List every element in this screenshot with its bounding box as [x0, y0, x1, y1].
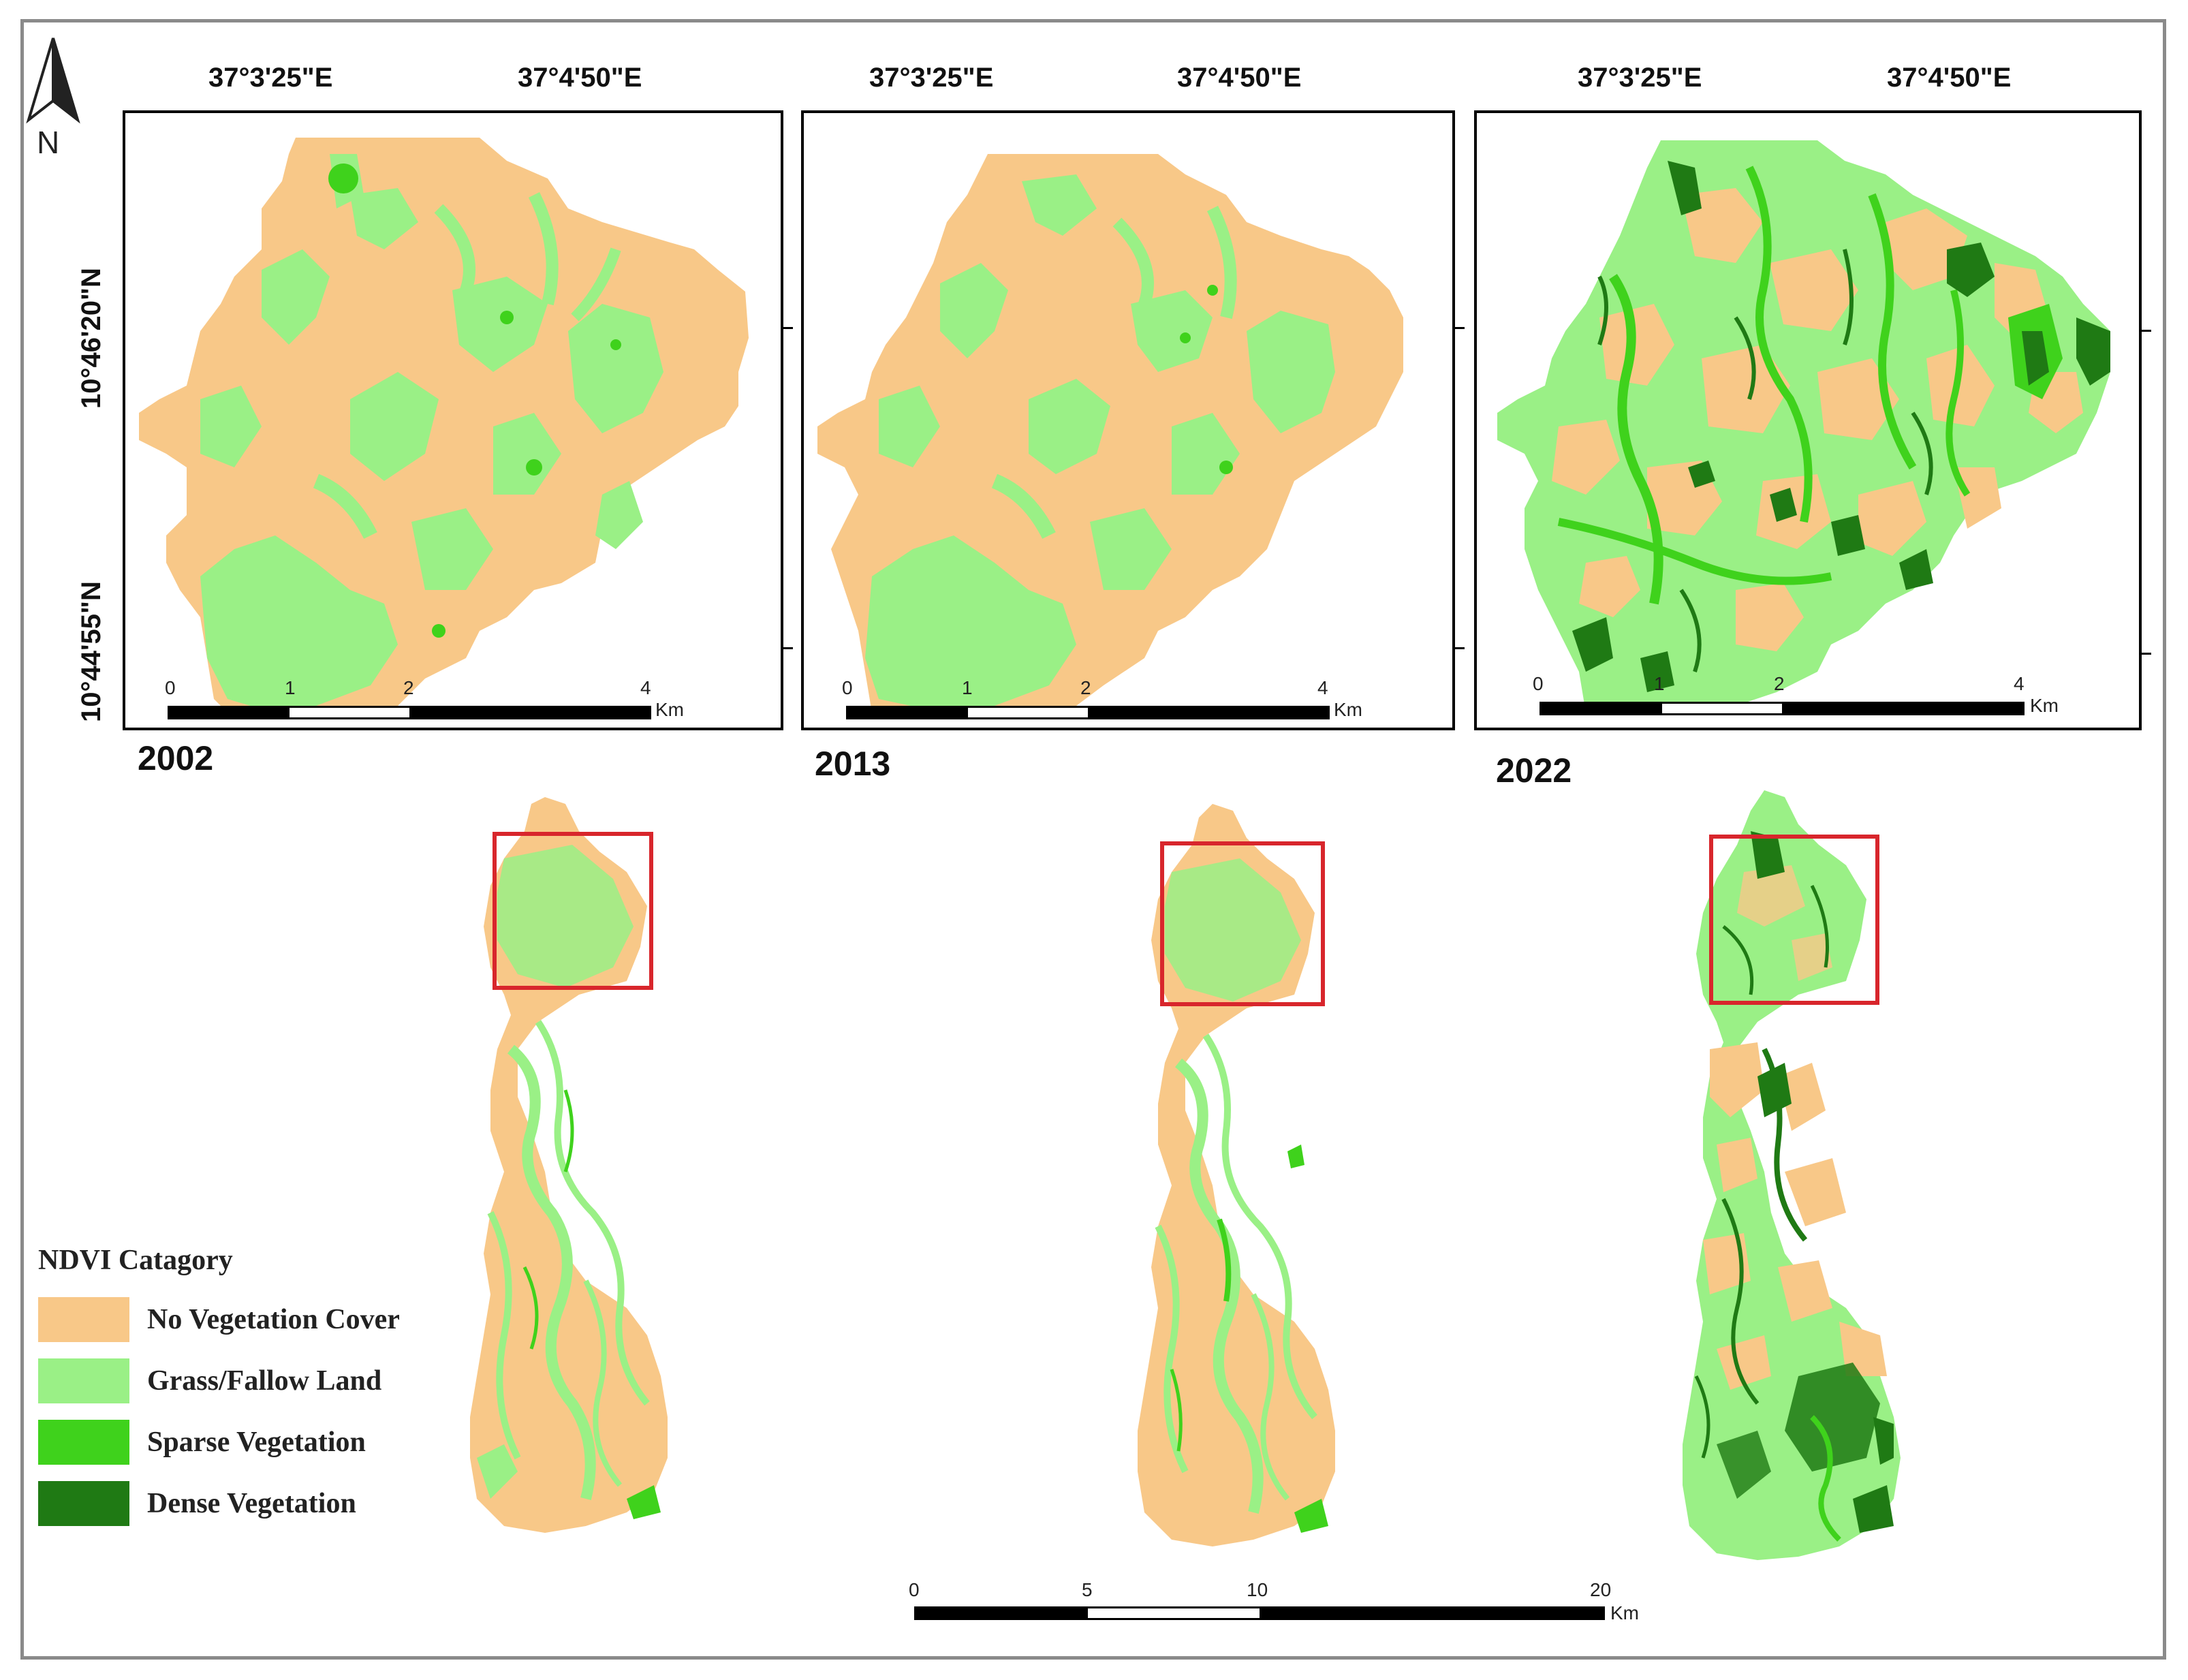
scale-unit: Km: [2030, 695, 2059, 716]
scale-unit: Km: [1334, 699, 1362, 720]
lat-label: 10°46'20"N: [76, 268, 106, 409]
scale-label: 5: [1082, 1579, 1093, 1600]
lon-label: 37°3'25"E: [869, 63, 994, 93]
scale-bar: [846, 706, 1330, 719]
inset-map-2013: [801, 110, 1465, 730]
inset-tick: [781, 327, 793, 329]
scale-label: 1: [962, 677, 973, 698]
scale-label: 0: [165, 677, 176, 698]
scale-label: 2: [403, 677, 414, 698]
scale-label: 2: [1774, 673, 1785, 694]
lon-label: 37°3'25"E: [208, 63, 333, 93]
scale-label: 4: [1317, 677, 1328, 698]
scale-bar: [168, 706, 651, 719]
legend-item: Dense Vegetation: [38, 1481, 356, 1526]
scale-label: 1: [285, 677, 296, 698]
scale-unit: Km: [655, 699, 684, 720]
legend-swatch: [38, 1297, 129, 1342]
inset-map-2022-drawing: [1497, 140, 2110, 713]
inset-tick: [1452, 327, 1465, 329]
inset-tick: [2139, 653, 2151, 655]
scale-label: 2: [1080, 677, 1091, 698]
inset-tick: [1452, 647, 1465, 649]
inset-year-label: 2002: [138, 739, 214, 777]
inset-map-2002: [123, 110, 793, 730]
watershed-map-2002: [470, 797, 668, 1533]
scale-bar: [914, 1606, 1605, 1620]
legend-swatch: [38, 1481, 129, 1526]
lon-label: 37°4'50"E: [1177, 63, 1302, 93]
scale-label: 20: [1590, 1579, 1612, 1600]
lat-label: 10°44'55"N: [76, 581, 106, 722]
legend-label: Grass/Fallow Land: [147, 1365, 382, 1397]
scale-label: 10: [1247, 1579, 1268, 1600]
inset-map-2013-drawing: [817, 154, 1403, 713]
legend-item: No Vegetation Cover: [38, 1297, 400, 1342]
watershed-map-2022: [1683, 790, 1901, 1560]
legend-item: Grass/Fallow Land: [38, 1358, 381, 1403]
inset-map-2002-drawing: [139, 138, 749, 713]
inset-year-label: 2022: [1496, 751, 1572, 790]
scale-label: 0: [909, 1579, 920, 1600]
north-arrow-icon: [26, 37, 80, 124]
inset-tick: [2139, 330, 2151, 332]
inset-map-2022: [1474, 110, 2151, 730]
scale-label: 0: [842, 677, 853, 698]
scale-unit: Km: [1610, 1602, 1639, 1623]
scale-label: 4: [640, 677, 651, 698]
legend-label: No Vegetation Cover: [147, 1304, 400, 1335]
scale-bar: [1540, 702, 2025, 715]
legend-swatch: [38, 1420, 129, 1465]
scale-label: 1: [1654, 673, 1665, 694]
legend-label: Dense Vegetation: [147, 1488, 356, 1519]
inset-year-label: 2013: [815, 745, 891, 783]
legend-title: NDVI Catagory: [38, 1245, 233, 1276]
lon-label: 37°4'50"E: [518, 63, 642, 93]
legend-item: Sparse Vegetation: [38, 1420, 366, 1465]
map-frame: [20, 19, 2166, 1660]
lon-label: 37°4'50"E: [1887, 63, 2012, 93]
watershed-map-2013: [1138, 804, 1335, 1546]
lon-label: 37°3'25"E: [1578, 63, 1702, 93]
scale-label: 0: [1533, 673, 1544, 694]
legend-label: Sparse Vegetation: [147, 1427, 366, 1458]
scale-label: 4: [2014, 673, 2025, 694]
legend-swatch: [38, 1358, 129, 1403]
north-arrow-label: N: [37, 125, 60, 160]
inset-tick: [781, 647, 793, 649]
